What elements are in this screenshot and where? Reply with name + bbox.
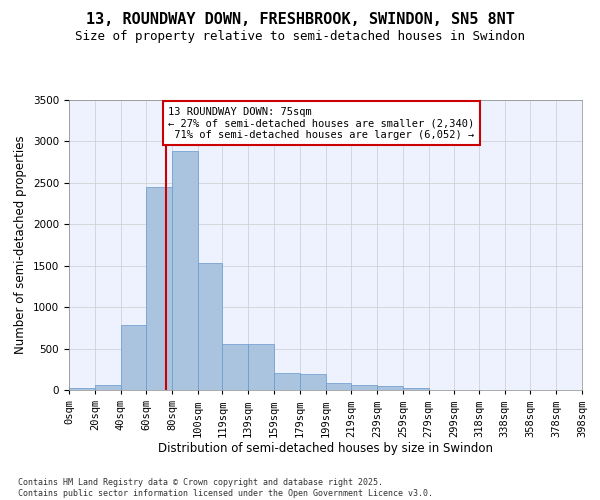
Text: 13, ROUNDWAY DOWN, FRESHBROOK, SWINDON, SN5 8NT: 13, ROUNDWAY DOWN, FRESHBROOK, SWINDON, …: [86, 12, 514, 28]
X-axis label: Distribution of semi-detached houses by size in Swindon: Distribution of semi-detached houses by …: [158, 442, 493, 455]
Bar: [146, 187, 172, 390]
Bar: [377, 386, 403, 390]
Bar: [198, 263, 223, 390]
Bar: [223, 344, 248, 390]
Bar: [69, 388, 95, 390]
Bar: [325, 384, 351, 390]
Bar: [95, 385, 121, 390]
Text: Size of property relative to semi-detached houses in Swindon: Size of property relative to semi-detach…: [75, 30, 525, 43]
Bar: [403, 388, 428, 390]
Bar: [121, 324, 146, 390]
Bar: [248, 344, 274, 390]
Y-axis label: Number of semi-detached properties: Number of semi-detached properties: [14, 136, 28, 354]
Text: 13 ROUNDWAY DOWN: 75sqm
← 27% of semi-detached houses are smaller (2,340)
 71% o: 13 ROUNDWAY DOWN: 75sqm ← 27% of semi-de…: [168, 106, 475, 140]
Text: Contains HM Land Registry data © Crown copyright and database right 2025.
Contai: Contains HM Land Registry data © Crown c…: [18, 478, 433, 498]
Bar: [274, 374, 300, 390]
Bar: [300, 374, 325, 390]
Bar: [351, 386, 377, 390]
Bar: [172, 150, 198, 390]
